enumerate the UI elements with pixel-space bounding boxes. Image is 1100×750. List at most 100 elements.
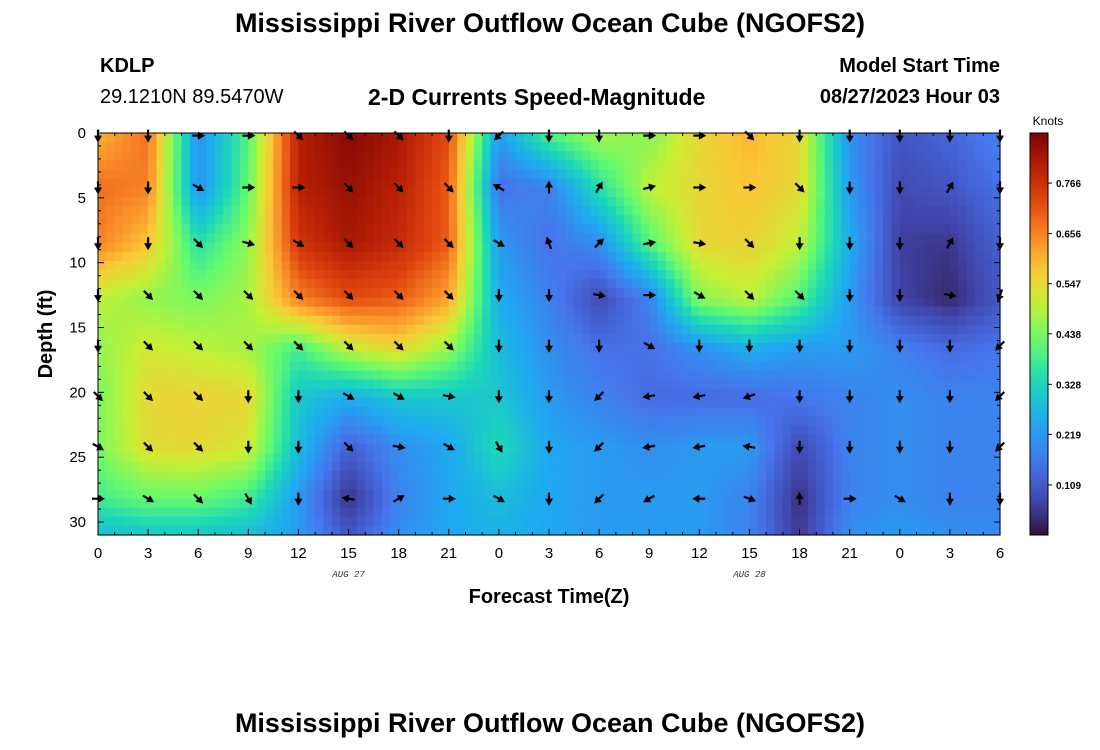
heatmap-cell bbox=[807, 251, 817, 262]
heatmap-cell bbox=[966, 416, 976, 426]
heatmap-cell bbox=[123, 324, 133, 335]
heatmap-cell bbox=[206, 489, 216, 500]
heatmap-cell bbox=[607, 425, 617, 436]
heatmap-cell bbox=[181, 343, 191, 353]
heatmap-cell bbox=[941, 334, 951, 344]
heatmap-cell bbox=[323, 288, 333, 299]
heatmap-cell bbox=[198, 480, 208, 490]
heatmap-cell bbox=[632, 498, 642, 509]
heatmap-cell bbox=[716, 498, 725, 509]
heatmap-cell bbox=[407, 306, 416, 317]
current-arrow bbox=[545, 236, 553, 250]
heatmap-cell bbox=[732, 242, 742, 253]
heatmap-cell bbox=[599, 315, 609, 326]
heatmap-cell bbox=[549, 471, 558, 481]
heatmap-cell bbox=[674, 461, 684, 472]
heatmap-cell bbox=[574, 507, 584, 518]
heatmap-cell bbox=[440, 425, 450, 436]
heatmap-cell bbox=[356, 288, 366, 299]
heatmap-cell bbox=[348, 352, 358, 363]
heatmap-cell bbox=[323, 471, 333, 481]
heatmap-cell bbox=[624, 133, 634, 143]
heatmap-cell bbox=[256, 233, 266, 244]
chart-subtitle: 2-D Currents Speed-Magnitude bbox=[368, 84, 706, 110]
heatmap-cell bbox=[198, 489, 208, 500]
heatmap-cell bbox=[223, 489, 233, 500]
heatmap-cell bbox=[356, 471, 366, 481]
heatmap-cell bbox=[306, 133, 316, 143]
current-arrow bbox=[193, 391, 204, 402]
heatmap-cell bbox=[565, 251, 575, 262]
heatmap-cell bbox=[866, 370, 876, 381]
heatmap-cell bbox=[473, 187, 483, 198]
heatmap-cell bbox=[331, 169, 341, 180]
heatmap-cell bbox=[398, 416, 408, 426]
heatmap-cell bbox=[908, 133, 918, 143]
heatmap-cell bbox=[649, 233, 659, 244]
heatmap-cell bbox=[866, 416, 876, 426]
heatmap-cell bbox=[766, 425, 776, 436]
heatmap-cell bbox=[958, 498, 968, 509]
heatmap-cell bbox=[206, 379, 216, 390]
heatmap-cell bbox=[407, 443, 416, 454]
heatmap-cell bbox=[173, 151, 183, 162]
heatmap-cell bbox=[624, 187, 634, 198]
heatmap-cell bbox=[899, 525, 909, 536]
heatmap-cell bbox=[139, 425, 149, 436]
x-tick-label: 12 bbox=[290, 545, 307, 562]
heatmap-cell bbox=[156, 471, 166, 481]
heatmap-cell bbox=[665, 297, 675, 308]
heatmap-cell bbox=[139, 206, 149, 216]
heatmap-cell bbox=[883, 270, 893, 280]
heatmap-cell bbox=[223, 516, 233, 527]
heatmap-cell bbox=[281, 498, 291, 509]
heatmap-cell bbox=[757, 142, 767, 152]
heatmap-cell bbox=[365, 160, 375, 171]
heatmap-cell bbox=[749, 343, 759, 353]
heatmap-cell bbox=[131, 452, 141, 463]
heatmap-cell bbox=[916, 452, 926, 463]
heatmap-cell bbox=[624, 288, 634, 299]
heatmap-cell bbox=[983, 416, 993, 426]
heatmap-cell bbox=[106, 452, 116, 463]
heatmap-cell bbox=[607, 324, 617, 335]
heatmap-cell bbox=[574, 260, 584, 271]
heatmap-cell bbox=[315, 352, 325, 363]
heatmap-cell bbox=[749, 178, 759, 189]
heatmap-cell bbox=[816, 343, 826, 353]
heatmap-cell bbox=[256, 133, 266, 143]
heatmap-cell bbox=[741, 480, 751, 490]
heatmap-cell bbox=[423, 379, 433, 390]
heatmap-cell bbox=[858, 498, 867, 509]
x-tick-label: 9 bbox=[244, 545, 252, 562]
heatmap-cell bbox=[198, 142, 208, 152]
heatmap-cell bbox=[114, 416, 124, 426]
heatmap-cell bbox=[340, 315, 350, 326]
heatmap-cell bbox=[356, 343, 366, 353]
heatmap-cell bbox=[273, 270, 283, 280]
heatmap-cell bbox=[908, 425, 918, 436]
heatmap-cell bbox=[682, 425, 692, 436]
heatmap-cell bbox=[891, 425, 901, 436]
heatmap-cell bbox=[173, 516, 183, 527]
heatmap-cell bbox=[557, 388, 567, 399]
heatmap-cell bbox=[415, 489, 425, 500]
heatmap-cell bbox=[273, 297, 283, 308]
heatmap-cell bbox=[265, 242, 274, 253]
heatmap-cell bbox=[874, 324, 884, 335]
heatmap-cell bbox=[716, 279, 725, 289]
heatmap-cell bbox=[582, 187, 592, 198]
heatmap-cell bbox=[123, 160, 133, 171]
heatmap-cell bbox=[891, 489, 901, 500]
heatmap-cell bbox=[916, 352, 926, 363]
heatmap-cell bbox=[365, 443, 375, 454]
heatmap-cell bbox=[741, 498, 751, 509]
heatmap-cell bbox=[148, 489, 158, 500]
heatmap-cell bbox=[615, 471, 625, 481]
heatmap-cell bbox=[248, 196, 258, 207]
heatmap-cell bbox=[707, 306, 717, 317]
heatmap-cell bbox=[899, 260, 909, 271]
heatmap-cell bbox=[523, 334, 533, 344]
heatmap-cell bbox=[214, 397, 224, 408]
heatmap-cell bbox=[866, 489, 876, 500]
